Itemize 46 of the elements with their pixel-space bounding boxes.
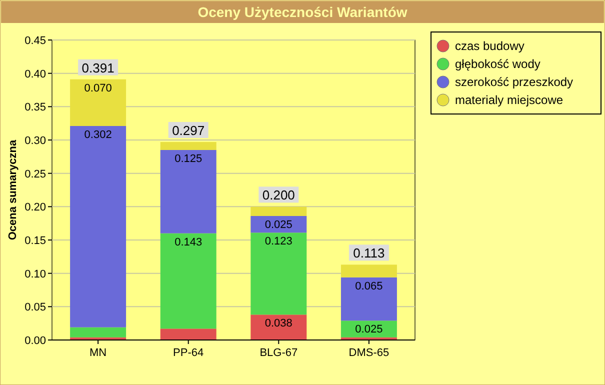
legend-label: szerokość przeszkody <box>455 75 574 89</box>
total-label: 0.391 <box>82 60 114 76</box>
data-label: 0.065 <box>355 280 383 292</box>
bar <box>250 314 307 340</box>
bar <box>250 206 307 216</box>
text: 0.15 <box>24 235 46 247</box>
bar <box>160 150 216 234</box>
legend-label: materialy miejscowe <box>455 93 564 107</box>
total-label: 0.200 <box>262 188 295 203</box>
legend-label: głębokość wody <box>455 57 540 71</box>
total-label: 0.297 <box>172 123 205 138</box>
legend-label: czas budowy <box>455 39 524 53</box>
data-label: 0.025 <box>264 219 292 231</box>
text: 0.45 <box>24 35 46 47</box>
text: 0.25 <box>24 168 46 180</box>
bar <box>160 328 216 340</box>
bar <box>340 264 397 278</box>
data-label: 0.025 <box>355 324 383 336</box>
x-tick-label: MN <box>90 347 107 359</box>
x-tick-label: PP-64 <box>173 347 204 359</box>
bar <box>70 79 126 126</box>
text: 0.05 <box>24 302 46 314</box>
data-label: 0.038 <box>264 318 292 330</box>
bar <box>340 277 397 321</box>
x-tick-label: BLG-67 <box>260 347 298 359</box>
y-axis-title: Ocena sumaryczna <box>7 138 19 240</box>
bar <box>70 327 126 338</box>
data-label: 0.125 <box>174 153 202 165</box>
text: 0.20 <box>24 202 46 214</box>
text: 0.10 <box>24 268 46 280</box>
data-label: 0.143 <box>174 236 202 248</box>
bar <box>250 232 307 315</box>
text: 0.35 <box>24 102 46 114</box>
text: 0.00 <box>24 335 46 347</box>
total-label: 0.113 <box>353 246 385 261</box>
data-label: 0.302 <box>84 129 112 141</box>
bar <box>340 320 397 338</box>
bar <box>160 233 216 329</box>
x-tick-label: DMS-65 <box>348 347 390 359</box>
bar <box>70 126 126 328</box>
chart-title: Oceny Użyteczności Wariantów <box>198 4 408 20</box>
bar <box>160 142 216 150</box>
data-label: 0.070 <box>84 82 112 94</box>
text: 0.40 <box>24 68 46 80</box>
text: 0.30 <box>24 135 46 147</box>
data-label: 0.123 <box>264 236 292 248</box>
